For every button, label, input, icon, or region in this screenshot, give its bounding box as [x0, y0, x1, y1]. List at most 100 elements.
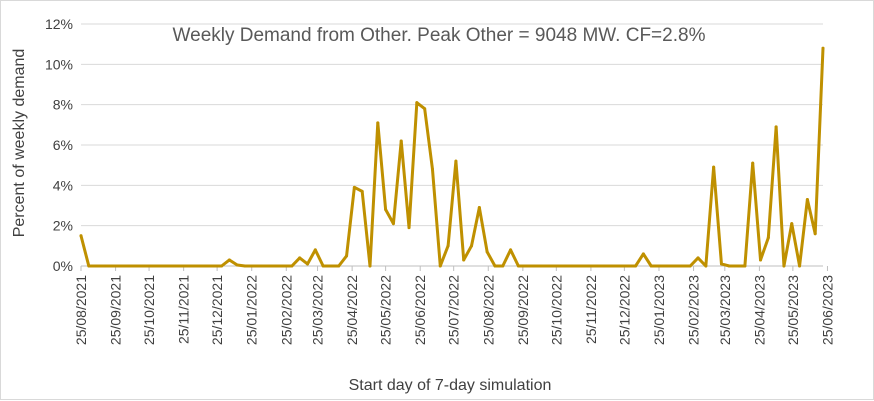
- data-point: [251, 264, 255, 268]
- data-point: [470, 244, 474, 248]
- data-point: [563, 264, 567, 268]
- data-point: [477, 206, 481, 210]
- x-axis-ticks: 25/08/2021 25/09/2021 25/10/2021 25/11/2021…: [73, 266, 835, 345]
- x-tick-label: 25/02/2022: [278, 275, 294, 345]
- data-point: [102, 264, 106, 268]
- data-point: [243, 264, 247, 268]
- data-point: [548, 264, 552, 268]
- data-point: [626, 264, 630, 268]
- data-point: [274, 264, 278, 268]
- data-point: [391, 222, 395, 226]
- data-point: [532, 264, 536, 268]
- data-point: [509, 248, 513, 252]
- data-point: [759, 258, 763, 262]
- x-tick-label: 25/12/2021: [209, 275, 225, 345]
- x-tick-label: 25/08/2021: [73, 275, 89, 345]
- x-tick-label: 25/01/2023: [651, 275, 667, 345]
- data-point: [610, 264, 614, 268]
- data-point: [376, 121, 380, 125]
- data-point: [306, 262, 310, 266]
- y-axis-title: Percent of weekly demand: [11, 49, 28, 238]
- data-point: [430, 167, 434, 171]
- x-tick-label: 25/02/2023: [686, 275, 702, 345]
- data-point: [126, 264, 130, 268]
- data-point: [227, 258, 231, 262]
- x-tick-label: 25/08/2022: [480, 275, 496, 345]
- data-point: [774, 125, 778, 129]
- data-point: [485, 250, 489, 254]
- chart-title: Weekly Demand from Other. Peak Other = 9…: [173, 25, 706, 46]
- data-point: [813, 232, 817, 236]
- data-point: [649, 264, 653, 268]
- x-tick-label: 25/01/2022: [244, 275, 260, 345]
- x-tick-label: 25/04/2022: [344, 275, 360, 345]
- data-point: [290, 264, 294, 268]
- data-point: [220, 264, 224, 268]
- x-tick-label: 25/05/2023: [785, 275, 801, 345]
- y-tick-label: 4%: [53, 177, 73, 193]
- data-point: [368, 264, 372, 268]
- data-point: [141, 264, 145, 268]
- data-point: [782, 264, 786, 268]
- data-point: [688, 264, 692, 268]
- data-point: [188, 264, 192, 268]
- data-point: [235, 263, 239, 267]
- data-point: [805, 197, 809, 201]
- data-point: [634, 264, 638, 268]
- data-point: [727, 264, 731, 268]
- y-tick-label: 8%: [53, 97, 73, 113]
- x-tick-label: 25/06/2022: [412, 275, 428, 345]
- data-point: [79, 234, 83, 238]
- data-point: [594, 264, 598, 268]
- series-layer: [79, 46, 825, 268]
- data-point: [423, 107, 427, 111]
- data-point: [798, 264, 802, 268]
- data-point: [571, 264, 575, 268]
- data-point: [259, 264, 263, 268]
- x-tick-label: 25/10/2022: [548, 275, 564, 345]
- data-point: [407, 226, 411, 230]
- data-point: [516, 264, 520, 268]
- x-tick-label: 25/03/2023: [717, 275, 733, 345]
- data-point: [501, 264, 505, 268]
- data-point: [462, 258, 466, 262]
- x-tick-label: 25/05/2022: [378, 275, 394, 345]
- data-point: [673, 264, 677, 268]
- data-point: [321, 264, 325, 268]
- data-point: [696, 256, 700, 260]
- data-point: [438, 264, 442, 268]
- data-point: [524, 264, 528, 268]
- data-point: [719, 262, 723, 266]
- x-tick-label: 25/09/2022: [515, 275, 531, 345]
- data-point: [360, 189, 364, 193]
- x-tick-label: 25/04/2023: [751, 275, 767, 345]
- x-axis-title: Start day of 7-day simulation: [349, 377, 552, 394]
- y-tick-label: 2%: [53, 218, 73, 234]
- y-tick-label: 6%: [53, 137, 73, 153]
- data-point: [134, 264, 138, 268]
- data-point: [165, 264, 169, 268]
- x-tick-label: 25/09/2021: [108, 275, 124, 345]
- data-point: [618, 264, 622, 268]
- data-point: [657, 264, 661, 268]
- data-point: [329, 264, 333, 268]
- data-point: [454, 159, 458, 163]
- data-point: [399, 139, 403, 143]
- data-point: [587, 264, 591, 268]
- gridlines: [81, 23, 823, 267]
- data-point: [298, 256, 302, 260]
- data-point: [212, 264, 216, 268]
- x-tick-label: 25/11/2022: [583, 275, 599, 344]
- data-point: [493, 264, 497, 268]
- data-point: [641, 252, 645, 256]
- data-point: [665, 264, 669, 268]
- x-tick-label: 25/03/2022: [310, 275, 326, 345]
- data-point: [384, 208, 388, 212]
- data-point: [110, 264, 114, 268]
- data-point: [95, 264, 99, 268]
- data-point: [790, 222, 794, 226]
- x-tick-label: 25/11/2021: [176, 275, 192, 344]
- data-point: [743, 264, 747, 268]
